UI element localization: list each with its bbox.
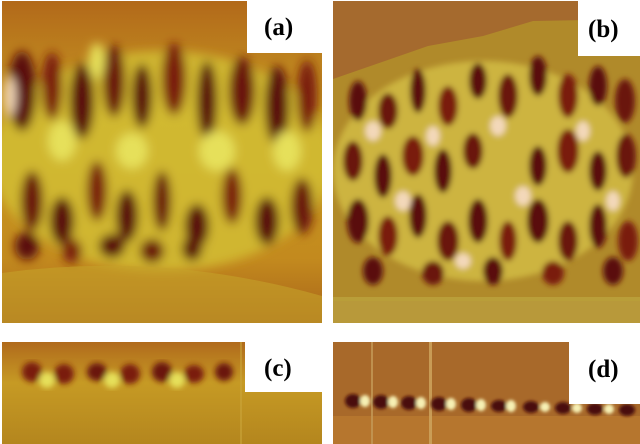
afm-image-a-render <box>2 1 322 323</box>
afm-image-b: (b) <box>333 1 640 323</box>
label-box-c <box>245 342 322 392</box>
panel-label-c: (c) <box>264 355 292 382</box>
domain-pattern-a <box>2 43 322 271</box>
panel-label-d: (d) <box>588 356 619 383</box>
afm-image-d: (d) <box>333 342 640 444</box>
label-box-a <box>247 1 322 53</box>
label-box-b <box>578 1 640 56</box>
afm-image-b-render <box>333 1 640 323</box>
label-box-d <box>569 342 640 404</box>
afm-image-a: (a) <box>2 1 322 323</box>
afm-image-c: (c) <box>2 342 322 444</box>
panel-label-a: (a) <box>264 14 294 41</box>
panel-label-b: (b) <box>588 16 619 43</box>
domain-pattern-b <box>333 56 638 285</box>
domain-pattern-d <box>345 394 635 416</box>
domain-pattern-c <box>22 362 233 388</box>
